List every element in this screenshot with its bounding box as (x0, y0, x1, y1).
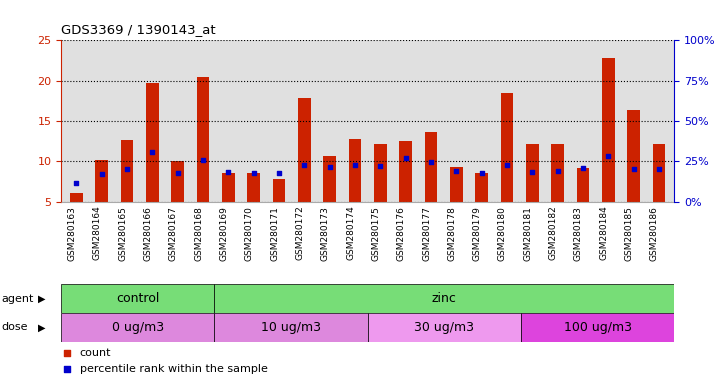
Point (172, 169, 184, 175)
Text: GSM280174: GSM280174 (346, 206, 355, 260)
Bar (95, 160, 108, 202)
Point (298, 162, 310, 169)
Text: ▶: ▶ (37, 293, 45, 304)
Bar (577, 168, 589, 202)
Text: GSM280177: GSM280177 (422, 206, 431, 261)
Bar (374, 144, 386, 202)
Text: GSM280169: GSM280169 (219, 206, 229, 261)
Bar (273, 179, 286, 202)
Bar (298, 98, 311, 202)
Point (526, 169, 538, 175)
Text: GSM280182: GSM280182 (549, 206, 557, 260)
Point (425, 159, 437, 165)
Point (121, 166, 133, 172)
Text: GSM280184: GSM280184 (599, 206, 609, 260)
Point (71, 180, 82, 186)
Text: GSM280168: GSM280168 (194, 206, 203, 261)
Point (324, 164, 335, 170)
Bar (121, 139, 133, 202)
Point (653, 166, 665, 172)
Text: GSM280185: GSM280185 (624, 206, 634, 261)
Point (628, 166, 640, 172)
Bar (450, 167, 463, 202)
Text: GSM280172: GSM280172 (296, 206, 304, 260)
Text: GSM280165: GSM280165 (118, 206, 127, 261)
Text: GSM280163: GSM280163 (68, 206, 76, 261)
Bar (215, 284, 674, 313)
Bar (653, 144, 665, 202)
Text: GSM280178: GSM280178 (447, 206, 456, 261)
Text: GSM280183: GSM280183 (574, 206, 583, 261)
Point (501, 162, 513, 169)
Text: GSM280176: GSM280176 (397, 206, 406, 261)
Text: agent: agent (1, 293, 34, 304)
Point (146, 149, 158, 156)
Text: GSM280167: GSM280167 (169, 206, 178, 261)
Text: count: count (80, 348, 111, 358)
Bar (552, 144, 564, 202)
Point (603, 152, 614, 159)
Text: 0 ug/m3: 0 ug/m3 (112, 321, 164, 334)
Text: GSM280186: GSM280186 (650, 206, 659, 261)
Text: GSM280166: GSM280166 (143, 206, 152, 261)
Bar (324, 156, 336, 202)
Text: 30 ug/m3: 30 ug/m3 (415, 321, 474, 334)
Point (248, 170, 260, 177)
Bar (197, 77, 209, 202)
Point (223, 169, 234, 175)
Text: GDS3369 / 1390143_at: GDS3369 / 1390143_at (61, 23, 216, 36)
Bar (146, 83, 159, 202)
Point (400, 155, 412, 161)
Bar (475, 172, 488, 202)
Bar (602, 58, 614, 202)
Text: control: control (116, 292, 159, 305)
Bar (172, 161, 184, 202)
Bar (70, 193, 83, 202)
Bar (627, 111, 640, 202)
Text: percentile rank within the sample: percentile rank within the sample (80, 364, 267, 374)
Text: GSM280179: GSM280179 (473, 206, 482, 261)
Bar (61, 284, 215, 313)
Bar (349, 139, 361, 202)
Point (578, 165, 589, 171)
Point (552, 168, 563, 174)
Text: GSM280181: GSM280181 (523, 206, 532, 261)
Bar (399, 141, 412, 202)
Bar (222, 172, 235, 202)
Bar (368, 313, 521, 342)
Point (417, 106, 429, 113)
Text: GSM280170: GSM280170 (244, 206, 254, 261)
Text: 10 ug/m3: 10 ug/m3 (261, 321, 321, 334)
Bar (521, 313, 674, 342)
Bar (500, 93, 513, 202)
Text: GSM280171: GSM280171 (270, 206, 279, 261)
Text: ▶: ▶ (37, 322, 45, 333)
Bar (61, 313, 215, 342)
Text: GSM280175: GSM280175 (371, 206, 381, 261)
Text: dose: dose (1, 322, 28, 333)
Point (273, 169, 285, 175)
Bar (215, 313, 368, 342)
Bar (247, 174, 260, 202)
Point (476, 169, 487, 175)
Text: 100 ug/m3: 100 ug/m3 (564, 321, 632, 334)
Text: GSM280180: GSM280180 (498, 206, 507, 261)
Point (375, 163, 386, 169)
Point (198, 157, 209, 164)
Text: GSM280173: GSM280173 (321, 206, 329, 261)
Bar (526, 144, 539, 202)
Bar (425, 132, 438, 202)
Point (349, 162, 360, 169)
Point (417, 260, 429, 266)
Text: GSM280164: GSM280164 (93, 206, 102, 260)
Point (451, 168, 462, 174)
Point (96, 171, 107, 177)
Text: zinc: zinc (432, 292, 457, 305)
